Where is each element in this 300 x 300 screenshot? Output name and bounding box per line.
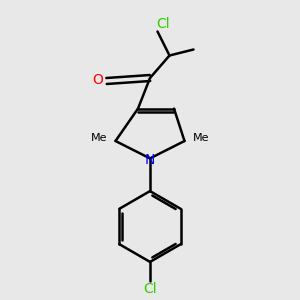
Text: O: O <box>92 73 103 86</box>
Text: Me: Me <box>91 133 107 143</box>
Text: Cl: Cl <box>143 282 157 296</box>
Text: Cl: Cl <box>157 17 170 31</box>
Text: Me: Me <box>193 133 209 143</box>
Text: N: N <box>145 153 155 167</box>
